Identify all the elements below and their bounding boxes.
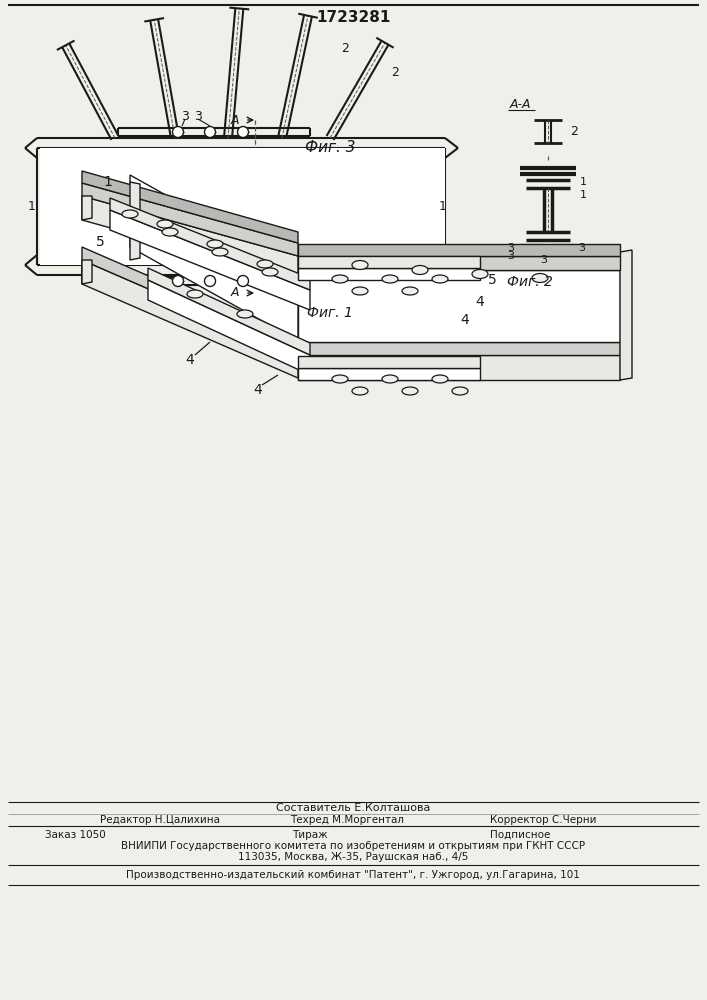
Ellipse shape	[262, 268, 278, 276]
Text: 4: 4	[476, 295, 484, 309]
Ellipse shape	[402, 287, 418, 295]
Text: 2: 2	[341, 41, 349, 54]
Polygon shape	[298, 244, 620, 256]
Ellipse shape	[187, 290, 203, 298]
Text: Фиг. 2: Фиг. 2	[507, 275, 553, 289]
Text: 3: 3	[507, 243, 514, 253]
Polygon shape	[40, 148, 445, 265]
Polygon shape	[82, 260, 298, 378]
Polygon shape	[130, 175, 298, 341]
Polygon shape	[110, 198, 310, 290]
Text: 5: 5	[488, 273, 496, 287]
Polygon shape	[298, 356, 480, 368]
Polygon shape	[82, 260, 92, 284]
Ellipse shape	[122, 210, 138, 218]
Text: 4: 4	[254, 383, 262, 397]
Ellipse shape	[332, 375, 348, 383]
Text: 4: 4	[186, 353, 194, 367]
Polygon shape	[82, 171, 298, 243]
Text: 1: 1	[439, 200, 447, 213]
Text: Техред М.Моргентал: Техред М.Моргентал	[290, 815, 404, 825]
Text: A: A	[230, 286, 239, 300]
Polygon shape	[82, 196, 298, 280]
Ellipse shape	[257, 260, 273, 268]
Polygon shape	[148, 268, 310, 355]
Ellipse shape	[402, 387, 418, 395]
Ellipse shape	[207, 240, 223, 248]
Text: ВНИИПИ Государственного комитета по изобретениям и открытиям при ГКНТ СССР: ВНИИПИ Государственного комитета по изоб…	[121, 841, 585, 851]
Text: 1: 1	[580, 190, 587, 200]
Text: 1: 1	[103, 175, 112, 189]
Ellipse shape	[382, 375, 398, 383]
Text: А-А: А-А	[510, 99, 532, 111]
Ellipse shape	[472, 269, 488, 278]
Ellipse shape	[532, 273, 548, 282]
Text: 1: 1	[28, 200, 36, 213]
Ellipse shape	[162, 228, 178, 236]
Ellipse shape	[452, 387, 468, 395]
Text: Фиг. 3: Фиг. 3	[305, 140, 355, 155]
Text: A: A	[230, 113, 239, 126]
Text: 3: 3	[181, 109, 189, 122]
Ellipse shape	[212, 248, 228, 256]
Ellipse shape	[332, 275, 348, 283]
Ellipse shape	[432, 275, 448, 283]
Circle shape	[238, 126, 248, 137]
Polygon shape	[82, 183, 298, 256]
Ellipse shape	[352, 260, 368, 269]
Circle shape	[238, 275, 248, 286]
Text: 3: 3	[578, 243, 585, 253]
Ellipse shape	[157, 220, 173, 228]
Ellipse shape	[382, 275, 398, 283]
Polygon shape	[148, 280, 310, 375]
Text: 3: 3	[540, 255, 547, 265]
Text: 1: 1	[580, 177, 587, 187]
Circle shape	[204, 275, 216, 286]
Text: 1723281: 1723281	[316, 10, 390, 25]
Text: Заказ 1050: Заказ 1050	[45, 830, 106, 840]
Polygon shape	[110, 210, 310, 310]
Text: 2: 2	[391, 66, 399, 80]
Polygon shape	[298, 368, 480, 380]
Ellipse shape	[352, 387, 368, 395]
Ellipse shape	[237, 310, 253, 318]
Text: Производственно-издательский комбинат "Патент", г. Ужгород, ул.Гагарина, 101: Производственно-издательский комбинат "П…	[126, 870, 580, 880]
Polygon shape	[298, 268, 480, 280]
Ellipse shape	[432, 375, 448, 383]
Text: Фиг. 1: Фиг. 1	[307, 306, 353, 320]
Polygon shape	[298, 355, 620, 380]
Text: Тираж: Тираж	[292, 830, 328, 840]
Polygon shape	[82, 196, 92, 220]
Polygon shape	[82, 247, 298, 354]
Polygon shape	[298, 270, 620, 342]
Ellipse shape	[412, 265, 428, 274]
Polygon shape	[298, 342, 620, 355]
Circle shape	[173, 126, 184, 137]
Text: Корректор С.Черни: Корректор С.Черни	[490, 815, 597, 825]
Text: Подписное: Подписное	[490, 830, 550, 840]
Text: 4: 4	[461, 313, 469, 327]
Text: 3: 3	[507, 251, 514, 261]
Text: 113035, Москва, Ж-35, Раушская наб., 4/5: 113035, Москва, Ж-35, Раушская наб., 4/5	[238, 852, 468, 862]
Text: 3: 3	[194, 109, 202, 122]
Polygon shape	[130, 182, 140, 260]
Text: Редактор Н.Цалихина: Редактор Н.Цалихина	[100, 815, 220, 825]
Polygon shape	[298, 256, 620, 270]
Ellipse shape	[352, 287, 368, 295]
Text: 2: 2	[570, 125, 578, 138]
Circle shape	[173, 275, 184, 286]
Polygon shape	[298, 256, 480, 268]
Polygon shape	[620, 250, 632, 380]
Text: Составитель Е.Колташова: Составитель Е.Колташова	[276, 803, 430, 813]
Text: 5: 5	[95, 235, 105, 249]
Circle shape	[204, 126, 216, 137]
